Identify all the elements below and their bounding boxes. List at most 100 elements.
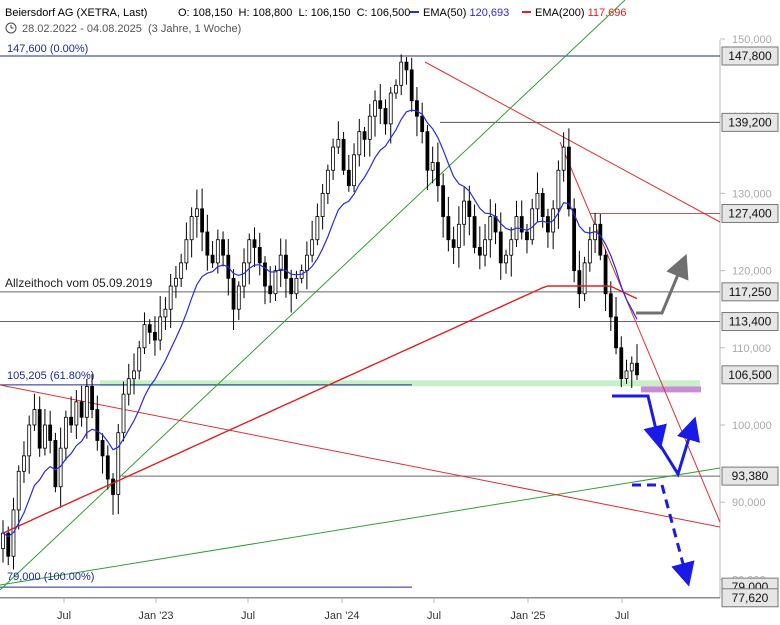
ema50-line [2, 109, 638, 538]
candle-body [63, 416, 68, 449]
x-tick-label: Jul [241, 610, 255, 622]
candle-body [221, 239, 225, 256]
y-tick-label: 90,000 [732, 497, 766, 509]
candle-body [624, 370, 629, 380]
candle-body [399, 61, 404, 86]
candle-body [483, 239, 487, 256]
candle-body [74, 401, 79, 426]
ema50-legend-label: EMA(50) 120,693 [423, 7, 509, 19]
candle-body [451, 239, 456, 248]
x-tick-label: Jan '24 [324, 610, 359, 622]
candle-body [509, 239, 514, 256]
candle-body [525, 231, 529, 241]
candle-body [629, 362, 634, 372]
candle-body [346, 169, 351, 187]
candle-body [404, 61, 409, 71]
candle-body [394, 84, 398, 94]
candle-body [320, 192, 325, 217]
candle-body [587, 239, 592, 264]
candle-body [168, 285, 173, 310]
candle-body [16, 470, 21, 511]
candle-body [69, 416, 74, 426]
trendline [559, 141, 721, 523]
candle-body [530, 208, 535, 241]
candle-body [105, 455, 110, 480]
ema200-legend-label: EMA(200) 117,696 [535, 7, 627, 19]
candle-body [210, 254, 215, 264]
price-box: 139,200 [721, 112, 779, 132]
trendlines [0, 0, 721, 591]
candle-body [215, 239, 220, 264]
candle-body [142, 324, 147, 349]
candle-body [462, 200, 466, 225]
x-tick-label: Jan '23 [138, 610, 173, 622]
candle-body [48, 424, 53, 441]
candle-body [373, 100, 377, 117]
candle-body [305, 254, 309, 272]
price-box-label: 93,380 [732, 469, 769, 483]
candle-body [504, 254, 508, 264]
y-tick-label: 130,000 [732, 188, 772, 200]
bounce-arrow-blue [658, 416, 700, 478]
price-box-label: 117,250 [729, 285, 772, 299]
candle-body [174, 277, 178, 287]
candlesticks [1, 54, 639, 570]
candle-body [352, 154, 356, 187]
candle-body [116, 432, 121, 495]
candle-body [1, 532, 5, 549]
candle-body [546, 216, 550, 233]
candle-body [577, 270, 582, 295]
candle-body [37, 409, 42, 449]
candle-body [158, 316, 163, 341]
candle-body [566, 146, 571, 210]
price-box: 77,620 [721, 588, 779, 608]
candle-body [32, 409, 37, 426]
candle-body [22, 455, 26, 472]
candle-body [441, 185, 446, 217]
fib-mid-label: 105,205 (61.80%) [7, 370, 94, 382]
price-box-label: 139,200 [728, 115, 772, 129]
candle-body [273, 270, 278, 295]
candle-body [635, 362, 639, 376]
candle-body [95, 409, 100, 441]
trendline [0, 0, 626, 591]
candle-body [619, 347, 624, 380]
scenario-arrows [612, 253, 700, 587]
candle-body [147, 324, 152, 333]
candle-body [111, 478, 115, 495]
up-arrow-gray [636, 253, 689, 315]
price-box-label: 113,400 [729, 315, 772, 329]
price-label-boxes: 147,800 139,200 127,400 117,250 113,400 106,5… [721, 46, 779, 608]
chart-title: Beiersdorf AG (XETRA, Last) [5, 7, 147, 19]
candle-body [194, 208, 199, 217]
candle-body [540, 192, 545, 217]
candle-body [488, 216, 493, 241]
fib-low-label: 79,000 (100.00%) [7, 571, 94, 583]
candle-body [121, 393, 126, 434]
candle-body [561, 146, 566, 171]
price-box: 117,250 [721, 282, 779, 302]
y-tick-label: 110,000 [732, 343, 771, 355]
candle-body [608, 293, 613, 318]
candle-body [90, 385, 94, 410]
price-box: 106,500 [721, 365, 779, 385]
candle-body [582, 262, 587, 295]
candle-body [425, 131, 430, 171]
x-axis-ticks: Jul Jan '23 Jul Jan '24 Jul Jan '25 Jul [57, 598, 629, 622]
down-arrow-blue [612, 394, 667, 450]
candle-body [126, 378, 131, 395]
candle-body [310, 239, 315, 256]
candle-body [53, 440, 58, 488]
candle-body [572, 208, 577, 271]
x-tick-label: Jul [427, 610, 441, 622]
candle-body [409, 69, 414, 102]
price-box-label: 147,800 [728, 49, 772, 63]
candle-body [331, 146, 335, 171]
date-range: 28.02.2022 - 04.08.2025 (3 Jahre, 1 Woch… [22, 23, 241, 35]
price-box: 93,380 [721, 466, 779, 486]
candle-body [467, 200, 472, 217]
candle-body [420, 115, 425, 133]
candle-body [289, 277, 294, 295]
candle-body [294, 277, 299, 295]
clock-icon [5, 22, 17, 34]
